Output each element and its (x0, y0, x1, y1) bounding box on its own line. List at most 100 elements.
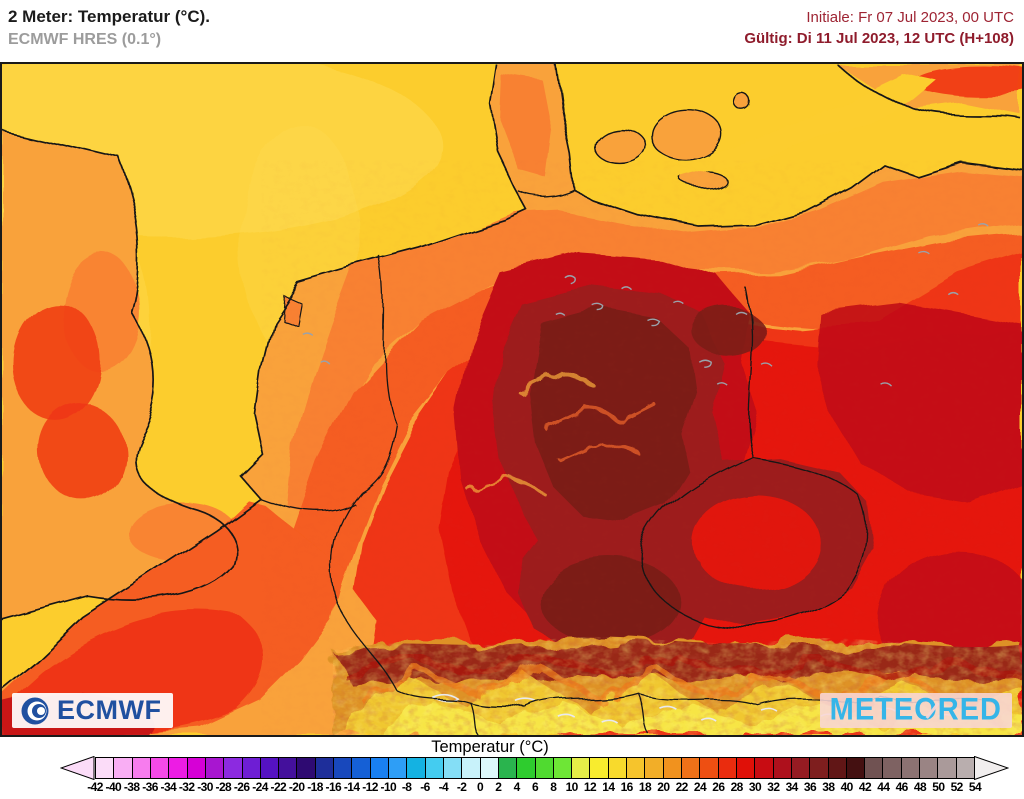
legend-tick-label: 2 (495, 780, 502, 794)
legend-tick-label: 12 (583, 780, 597, 794)
map-title: 2 Meter: Temperatur (°C). (8, 7, 211, 26)
legend-cell (553, 758, 573, 778)
legend-tick-label: -18 (307, 780, 323, 794)
legend-tick-label: -12 (362, 780, 378, 794)
legend-right-arrow (974, 756, 1009, 780)
init-time-label: Initiale: Fr 07 Jul 2023, 00 UTC (806, 9, 1014, 26)
legend-tick-label: 26 (712, 780, 725, 794)
legend-cell (224, 758, 243, 778)
legend-tick-label: 36 (803, 780, 817, 794)
legend-tick-label: 4 (513, 780, 521, 794)
legend-cell (700, 758, 719, 778)
legend-bar (95, 757, 975, 779)
legend-tick-label: -14 (343, 780, 360, 794)
legend-cell (938, 758, 957, 778)
legend-cell (352, 758, 371, 778)
map-lakes (302, 223, 989, 387)
legend-cell (389, 758, 408, 778)
legend-tick-label: -24 (252, 780, 268, 794)
legend-tick-label: 42 (858, 780, 872, 794)
legend-tick-label: -26 (233, 780, 250, 794)
legend-cell (846, 758, 866, 778)
temperature-map: ECMWF METEORED (0, 62, 1024, 737)
legend-cell (755, 758, 774, 778)
legend-cell (901, 758, 921, 778)
legend-tick-label: -20 (288, 780, 305, 794)
legend-cell (773, 758, 792, 778)
legend-labels: -42 -40 -38 -36 -34 -32 -30 -28 -26 -24 -22 -20 -18-… (87, 780, 981, 798)
legend-tick-label: 34 (785, 780, 799, 794)
legend-cell (260, 758, 280, 778)
legend-tick-label: 46 (895, 780, 909, 794)
legend-tick-label: -8 (401, 780, 412, 794)
legend-tick-label: 30 (748, 780, 762, 794)
legend-title: Temperatur (°C) (431, 738, 549, 756)
legend-cell (242, 758, 261, 778)
legend-tick-label: 44 (877, 780, 890, 794)
legend-cell (627, 758, 646, 778)
basemap-svg (2, 64, 1022, 735)
meteored-logo: METEORED (819, 692, 1012, 728)
legend-tick-label: 32 (767, 780, 780, 794)
legend-cell (425, 758, 444, 778)
legend-cell (279, 758, 298, 778)
legend-tick-label: -30 (197, 780, 213, 794)
model-subtitle: ECMWF HRES (0.1°) (8, 31, 162, 48)
legend-cell (334, 758, 353, 778)
ecmwf-logo-icon (21, 697, 49, 724)
legend-left-arrow (60, 756, 95, 780)
legend-cell (718, 758, 737, 778)
legend-cell (205, 758, 225, 778)
legend-tick-label: 52 (950, 780, 964, 794)
legend-tick-label: -6 (420, 780, 430, 794)
legend-tick-label: -42 (87, 780, 103, 794)
legend-tick-label: -4 (438, 780, 449, 794)
valid-time-label: Gültig: Di 11 Jul 2023, 12 UTC (H+108) (744, 30, 1014, 47)
legend-cell (663, 758, 682, 778)
legend-cell (645, 758, 664, 778)
legend-tick-label: 38 (822, 780, 835, 794)
legend-tick-label: -36 (142, 780, 158, 794)
legend-cell (498, 758, 518, 778)
legend-tick-label: -32 (178, 780, 195, 794)
legend-cell (572, 758, 591, 778)
legend-cell (590, 758, 609, 778)
legend-tick-label: -22 (270, 780, 287, 794)
legend-cell (736, 758, 756, 778)
ecmwf-logo-text: ECMWF (57, 695, 162, 725)
legend-tick-label: 24 (693, 780, 707, 794)
legend-cell (114, 758, 133, 778)
legend-tick-label: 0 (476, 780, 484, 794)
legend-cell (517, 758, 536, 778)
legend-tick-label: -40 (105, 780, 122, 794)
legend: Temperatur (°C) -42 -40 -38 -36 -34 -32 -30 -28… (0, 737, 1024, 799)
legend-cell (956, 758, 974, 778)
legend-tick-label: -10 (380, 780, 397, 794)
legend-cell (297, 758, 316, 778)
legend-tick-label: 18 (638, 780, 652, 794)
legend-cell (682, 758, 701, 778)
legend-cell (462, 758, 481, 778)
legend-tick-label: 16 (620, 780, 634, 794)
ecmwf-logo: ECMWF (12, 693, 174, 728)
legend-cell (96, 758, 115, 778)
legend-cell (791, 758, 811, 778)
legend-tick-label: 48 (913, 780, 927, 794)
legend-tick-label: 8 (550, 780, 557, 794)
legend-tick-label: 50 (932, 780, 945, 794)
legend-cell (920, 758, 939, 778)
legend-tick-label: -38 (123, 780, 140, 794)
legend-tick-label: 10 (565, 780, 579, 794)
legend-cell (443, 758, 463, 778)
legend-tick-label: -2 (456, 780, 467, 794)
meteored-logo-text: METEORED (829, 692, 1002, 728)
legend-cell (828, 758, 847, 778)
legend-tick-label: 20 (657, 780, 670, 794)
legend-cell (169, 758, 188, 778)
legend-cell (480, 758, 499, 778)
legend-tick-label: -16 (325, 780, 342, 794)
legend-tick-label: 40 (840, 780, 854, 794)
legend-cell (810, 758, 829, 778)
header: 2 Meter: Temperatur (°C). ECMWF HRES (0.… (0, 0, 1024, 62)
